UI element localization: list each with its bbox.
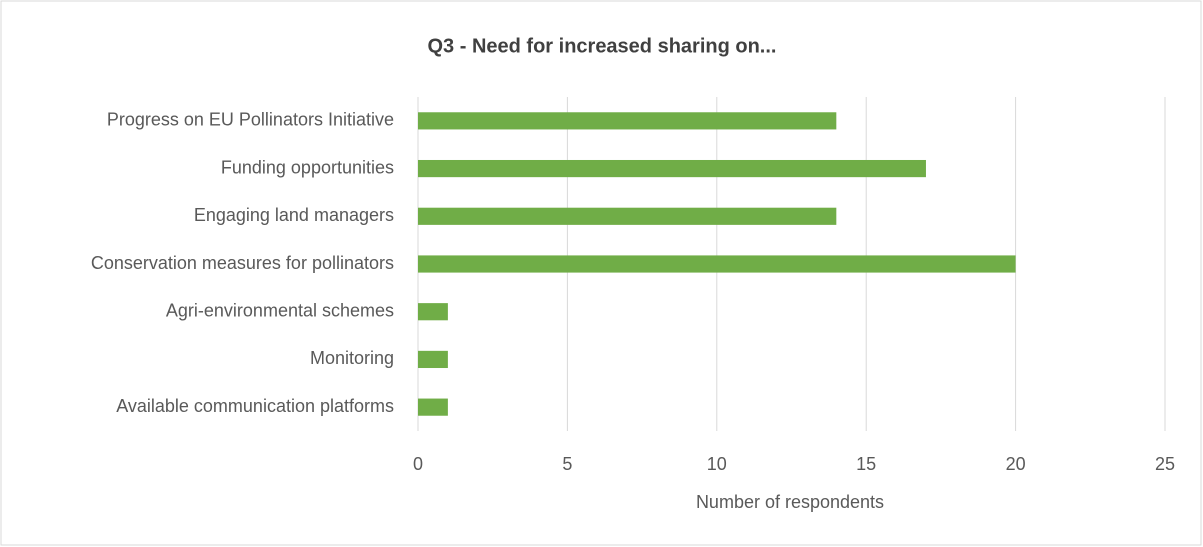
x-tick-label: 20 xyxy=(1006,454,1026,474)
y-tick-label: Funding opportunities xyxy=(221,157,394,177)
y-tick-label: Engaging land managers xyxy=(194,205,394,225)
bar xyxy=(418,112,837,130)
bar xyxy=(418,398,448,416)
y-tick-label: Monitoring xyxy=(310,348,394,368)
bar xyxy=(418,159,926,178)
bar xyxy=(418,350,448,369)
bar xyxy=(418,303,448,321)
x-tick-label: 15 xyxy=(856,454,876,474)
x-axis-label: Number of respondents xyxy=(696,492,884,512)
y-tick-label: Progress on EU Pollinators Initiative xyxy=(107,110,394,130)
y-tick-label: Agri-environmental schemes xyxy=(166,300,394,320)
y-tick-label: Available communication platforms xyxy=(116,396,394,416)
x-tick-label: 5 xyxy=(562,454,572,474)
chart-title: Q3 - Need for increased sharing on... xyxy=(428,35,777,57)
x-tick-label: 10 xyxy=(707,454,727,474)
bar xyxy=(418,207,837,225)
bar xyxy=(418,255,1016,273)
x-tick-label: 0 xyxy=(413,454,423,474)
x-tick-label: 25 xyxy=(1155,454,1175,474)
y-tick-label: Conservation measures for pollinators xyxy=(91,253,394,273)
